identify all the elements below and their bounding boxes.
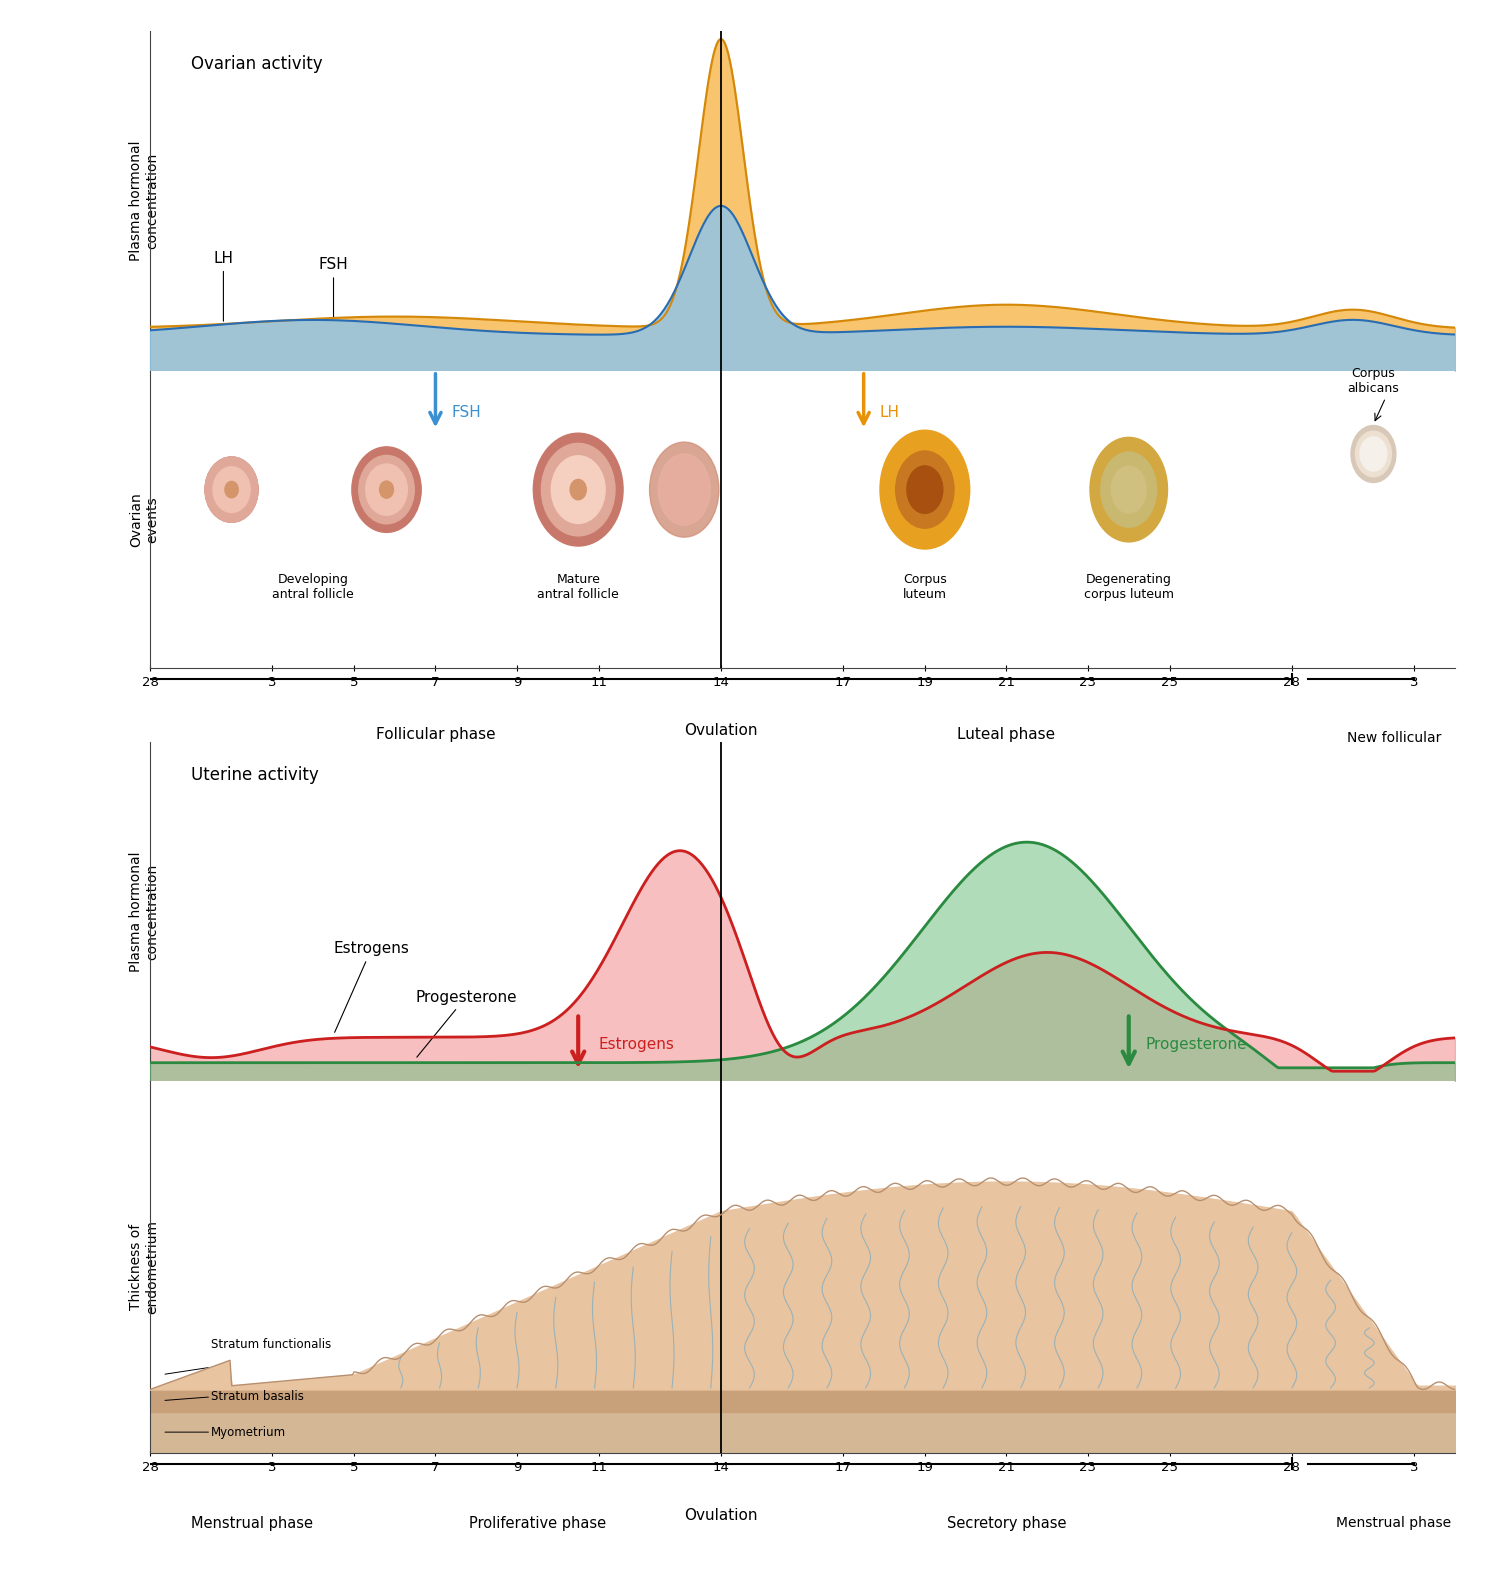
Text: Developing
antral follicle: Developing antral follicle: [273, 573, 354, 601]
Text: Luteal phase: Luteal phase: [957, 727, 1056, 743]
Text: Menstrual phase: Menstrual phase: [190, 1516, 314, 1530]
Ellipse shape: [1352, 425, 1396, 483]
Ellipse shape: [1356, 431, 1392, 477]
Text: LH: LH: [880, 405, 900, 420]
Text: FSH: FSH: [318, 257, 348, 318]
Text: Stratum functionalis: Stratum functionalis: [211, 1338, 332, 1352]
Ellipse shape: [1090, 438, 1167, 541]
Text: Follicular phase: Follicular phase: [375, 727, 495, 743]
Ellipse shape: [352, 447, 422, 532]
Text: Uterine activity: Uterine activity: [190, 767, 318, 784]
Text: FSH: FSH: [452, 405, 482, 420]
Ellipse shape: [552, 456, 604, 524]
Ellipse shape: [225, 482, 238, 497]
Text: Corpus
luteum: Corpus luteum: [903, 573, 946, 601]
Y-axis label: Plasma hormonal
concentration: Plasma hormonal concentration: [129, 142, 159, 261]
Ellipse shape: [570, 480, 586, 501]
Ellipse shape: [896, 452, 954, 529]
Y-axis label: Ovarian
events: Ovarian events: [129, 493, 159, 546]
Ellipse shape: [542, 444, 615, 535]
Ellipse shape: [650, 442, 718, 537]
Text: Ovulation: Ovulation: [684, 1508, 758, 1524]
Y-axis label: Plasma hormonal
concentration: Plasma hormonal concentration: [129, 852, 159, 971]
Text: Estrogens: Estrogens: [598, 1037, 675, 1051]
Ellipse shape: [206, 456, 258, 523]
Text: Proliferative phase: Proliferative phase: [470, 1516, 606, 1530]
Text: Ovarian activity: Ovarian activity: [190, 55, 322, 74]
Ellipse shape: [534, 433, 622, 546]
Text: Stratum basalis: Stratum basalis: [211, 1390, 304, 1404]
Text: LH: LH: [213, 250, 234, 321]
Text: Myometrium: Myometrium: [211, 1426, 286, 1439]
Text: Progesterone: Progesterone: [1144, 1037, 1246, 1051]
Y-axis label: Thickness of
endometrium: Thickness of endometrium: [129, 1220, 159, 1314]
Text: Mature
antral follicle: Mature antral follicle: [537, 573, 620, 601]
Text: Menstrual phase: Menstrual phase: [1336, 1516, 1452, 1530]
Text: Secretory phase: Secretory phase: [946, 1516, 1066, 1530]
Text: New follicular
phase: New follicular phase: [1347, 730, 1442, 762]
Ellipse shape: [206, 456, 258, 523]
Ellipse shape: [213, 467, 250, 513]
Ellipse shape: [380, 482, 393, 497]
Ellipse shape: [1360, 438, 1388, 471]
Text: Corpus
albicans: Corpus albicans: [1347, 367, 1400, 395]
Text: Progesterone: Progesterone: [416, 990, 516, 1058]
Ellipse shape: [358, 455, 414, 524]
Ellipse shape: [1101, 452, 1156, 527]
Text: Estrogens: Estrogens: [333, 941, 410, 1033]
Ellipse shape: [880, 430, 969, 549]
Ellipse shape: [366, 464, 408, 515]
Text: Ovulation: Ovulation: [684, 724, 758, 738]
Ellipse shape: [908, 466, 944, 513]
Ellipse shape: [658, 453, 710, 526]
Text: Degenerating
corpus luteum: Degenerating corpus luteum: [1083, 573, 1173, 601]
Ellipse shape: [1112, 466, 1146, 513]
